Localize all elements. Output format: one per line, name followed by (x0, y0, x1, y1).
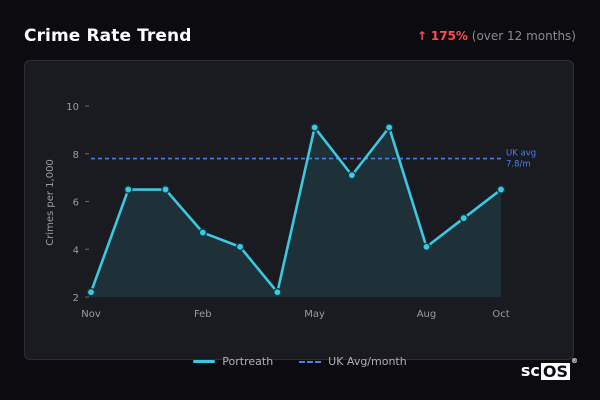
x-tick-label-feb: Feb (194, 309, 212, 320)
legend-label-uk-avg: UK Avg/month (328, 355, 407, 368)
change-indicator: ↑ 175% (over 12 months) (417, 29, 576, 43)
chart-legend: Portreath UK Avg/month (0, 355, 600, 368)
legend-label-portreath: Portreath (222, 355, 274, 368)
x-tick-label-may: May (304, 309, 325, 320)
reference-label-line2: 7.8/m (506, 160, 531, 170)
up-arrow-icon: ↑ (416, 29, 428, 43)
y-tick-label-6: 6 (73, 198, 79, 209)
x-tick-label-oct: Oct (492, 309, 509, 320)
scos-logo: sc OS ® (520, 357, 578, 381)
logo-prefix: sc (520, 361, 540, 380)
reference-label-line1: UK avg (506, 149, 536, 159)
x-tick-label-aug: Aug (417, 309, 437, 320)
logo-boxed: OS (540, 362, 570, 381)
chart-card (24, 60, 574, 360)
data-point-aug (422, 242, 431, 252)
data-point-may (310, 123, 319, 132)
data-point-nov (86, 287, 96, 297)
chart-title: Crime Rate Trend (24, 26, 192, 46)
series-line-portreath (89, 126, 503, 294)
data-point-mar (235, 242, 245, 252)
y-tick-label-4: 4 (73, 245, 79, 256)
y-tick-label-2: 2 (73, 293, 79, 304)
data-point-sep (459, 213, 469, 223)
x-tick-label-nov: Nov (81, 309, 101, 320)
data-point-jun (347, 170, 357, 180)
data-point-jan (161, 185, 170, 194)
data-point-oct (496, 185, 506, 194)
logo-registered: ® (571, 357, 578, 365)
y-tick-label-10: 10 (66, 102, 79, 113)
data-point-apr (273, 287, 282, 297)
change-period: (over 12 months) (471, 29, 576, 43)
legend-swatch-portreath (193, 360, 216, 363)
legend-swatch-uk-avg (299, 360, 322, 363)
data-point-dec (123, 185, 133, 194)
change-percentage: 175% (430, 29, 468, 43)
data-point-jul (384, 123, 394, 132)
data-point-feb (198, 228, 208, 237)
legend-item-uk-avg[interactable]: UK Avg/month (299, 355, 407, 368)
y-axis-label: Crimes per 1,000 (45, 159, 56, 246)
y-tick-label-8: 8 (73, 150, 79, 161)
legend-item-portreath[interactable]: Portreath (193, 355, 273, 368)
